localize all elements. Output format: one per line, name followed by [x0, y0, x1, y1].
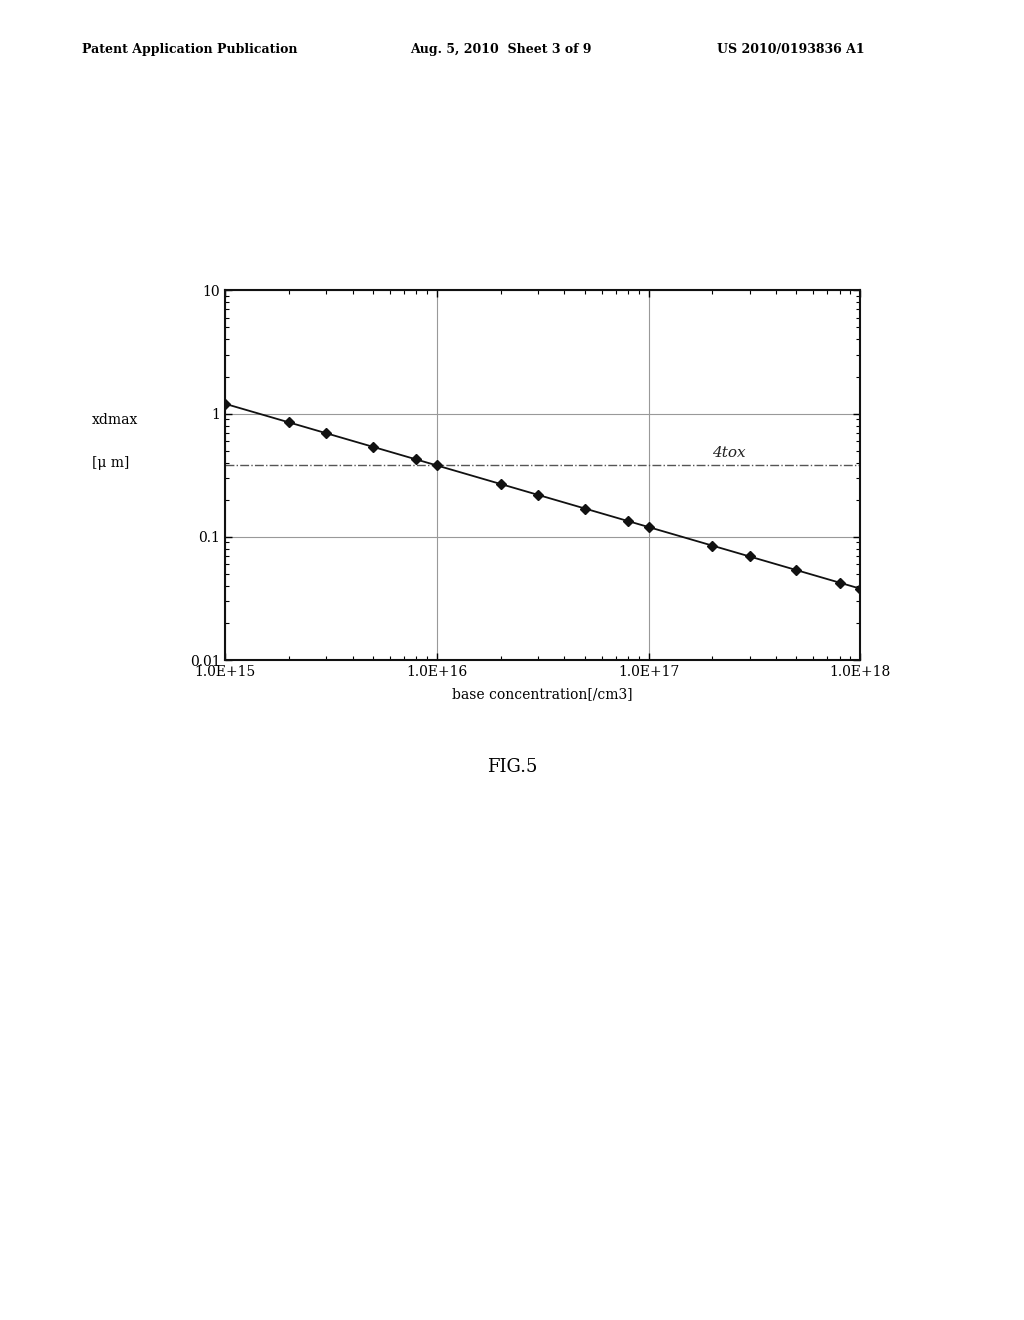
Text: US 2010/0193836 A1: US 2010/0193836 A1 — [717, 42, 864, 55]
Text: xdmax: xdmax — [92, 413, 138, 426]
Text: 4tox: 4tox — [713, 446, 745, 459]
Text: Patent Application Publication: Patent Application Publication — [82, 42, 297, 55]
Text: FIG.5: FIG.5 — [486, 758, 538, 776]
X-axis label: base concentration[/cm3]: base concentration[/cm3] — [453, 688, 633, 701]
Text: Aug. 5, 2010  Sheet 3 of 9: Aug. 5, 2010 Sheet 3 of 9 — [410, 42, 591, 55]
Text: [μ m]: [μ m] — [92, 457, 129, 470]
